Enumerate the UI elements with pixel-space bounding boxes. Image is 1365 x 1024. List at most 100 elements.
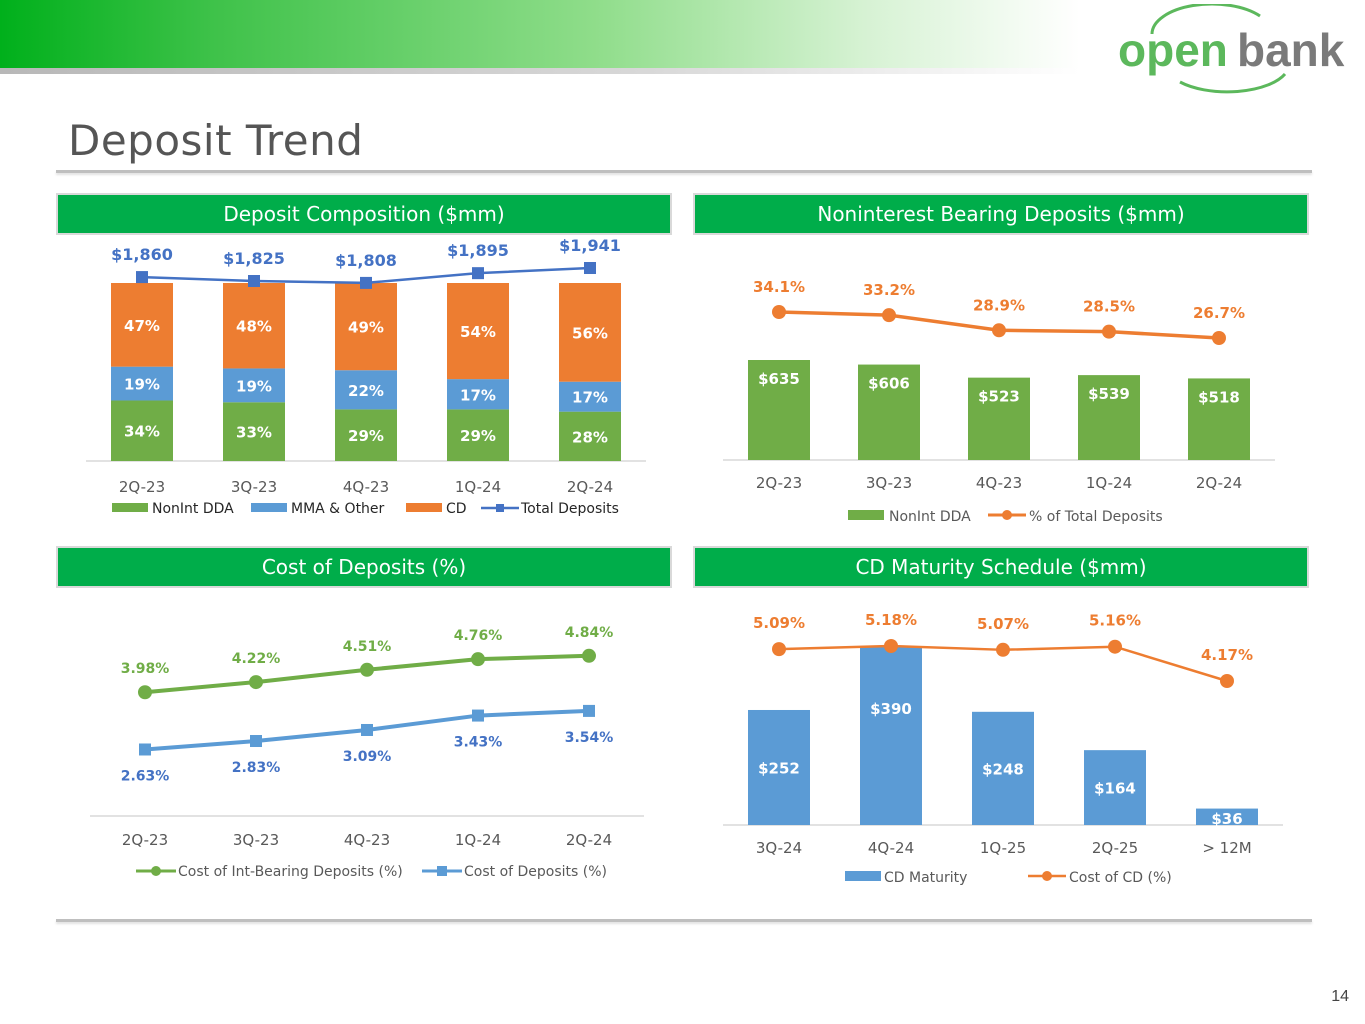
data-label: $252 xyxy=(758,759,800,777)
data-label: $390 xyxy=(870,700,912,718)
x-tick-label: 2Q-24 xyxy=(567,478,613,496)
bar-nonint-dda-4Q-23 xyxy=(968,377,1030,460)
legend-label: CD xyxy=(446,501,467,517)
bar-mma-other-3Q-23 xyxy=(223,368,285,403)
bar-nonint-dda-1Q-24 xyxy=(447,409,509,461)
legend-label: Cost of Deposits (%) xyxy=(464,864,607,880)
legend-label: CD Maturity xyxy=(884,870,967,886)
x-tick-label: 4Q-23 xyxy=(976,474,1022,492)
bar-nonint-dda-1Q-24 xyxy=(1078,375,1140,460)
cost-of-cd-label: 5.09% xyxy=(753,614,805,632)
data-label: 54% xyxy=(460,323,496,341)
cost-deposits-label: 3.54% xyxy=(565,730,614,746)
data-label: $248 xyxy=(982,760,1024,778)
cost-deposits-label: 3.43% xyxy=(454,735,503,751)
pct-total-deposits-label: 28.9% xyxy=(973,296,1025,314)
legend-swatch xyxy=(848,510,884,520)
bar-cd-3Q-23 xyxy=(223,283,285,369)
bar-mma-other-2Q-24 xyxy=(559,381,621,412)
pct-total-deposits-marker xyxy=(992,323,1006,338)
cost-int-bearing-label: 4.84% xyxy=(565,625,614,641)
x-tick-label: 2Q-25 xyxy=(1092,839,1138,857)
page-title: Deposit Trend xyxy=(68,116,364,165)
logo-open-text: open xyxy=(1118,24,1228,76)
x-tick-label: 1Q-24 xyxy=(455,831,501,849)
cost-of-cd-marker xyxy=(884,639,898,653)
legend-swatch xyxy=(406,503,442,512)
legend-swatch-marker xyxy=(151,866,161,876)
data-label: $606 xyxy=(868,375,910,393)
x-tick-label: 4Q-23 xyxy=(344,831,390,849)
data-label: 29% xyxy=(348,427,384,445)
bar-nonint-dda-3Q-23 xyxy=(223,402,285,461)
pct-total-deposits-marker xyxy=(882,308,896,323)
cost-deposits-marker xyxy=(583,704,595,717)
data-label: $539 xyxy=(1088,385,1130,403)
legend-swatch-marker xyxy=(437,866,447,876)
panel-title-nonint-deposits: Noninterest Bearing Deposits ($mm) xyxy=(693,193,1309,235)
x-tick-label: 2Q-23 xyxy=(756,474,802,492)
cost-of-cd-label: 5.16% xyxy=(1089,612,1141,630)
total-deposits-label: $1,825 xyxy=(223,249,285,268)
bar-nonint-dda-3Q-23 xyxy=(858,364,920,460)
cost-int-bearing-label: 4.22% xyxy=(232,651,281,667)
data-label: 28% xyxy=(572,428,608,446)
cost-of-cd-label: 4.17% xyxy=(1201,646,1253,664)
bar-cd-4Q-23 xyxy=(335,283,397,371)
total-deposits-label: $1,860 xyxy=(111,245,173,264)
data-label: 49% xyxy=(348,319,384,337)
cost-of-cd-marker xyxy=(996,642,1010,657)
cost-of-cd-marker xyxy=(1108,639,1122,654)
panel-title-cost-of-deposits: Cost of Deposits (%) xyxy=(56,546,672,588)
x-tick-label: 3Q-23 xyxy=(231,478,277,496)
total-deposits-label: $1,895 xyxy=(447,241,509,260)
bottom-rule xyxy=(56,919,1312,922)
cost-deposits-label: 3.09% xyxy=(343,749,392,765)
pct-total-deposits-marker xyxy=(1212,331,1226,345)
nonint-deposits-chart: $635 2Q-23 $606 3Q-23 $523 4Q-23 $539 1Q-24 $518… xyxy=(723,278,1275,525)
x-tick-label: 4Q-24 xyxy=(868,839,914,857)
cost-deposits-marker xyxy=(472,709,484,722)
cost-int-bearing-label: 4.76% xyxy=(454,628,503,644)
total-deposits-marker xyxy=(360,276,372,289)
data-label: $523 xyxy=(978,388,1020,406)
x-tick-label: > 12M xyxy=(1202,839,1251,857)
legend-label: MMA & Other xyxy=(291,501,385,517)
data-label: $635 xyxy=(758,370,800,388)
cost-deposits-marker xyxy=(361,723,373,736)
cost-int-bearing-marker xyxy=(249,675,263,690)
cost-int-bearing-label: 3.98% xyxy=(121,661,170,677)
cost-int-bearing-marker xyxy=(138,685,152,700)
bar-nonint-dda-2Q-24 xyxy=(1188,378,1250,460)
data-label: 33% xyxy=(236,424,272,442)
bar-cd-2Q-23 xyxy=(111,283,173,367)
legend-swatch xyxy=(251,503,287,512)
data-label: 19% xyxy=(124,376,160,394)
cost-deposits-marker xyxy=(250,735,262,748)
header-shadow xyxy=(0,68,1080,74)
legend-swatch xyxy=(845,871,881,881)
legend-swatch-marker xyxy=(1002,510,1012,520)
data-label: 17% xyxy=(572,389,608,407)
total-deposits-marker xyxy=(136,271,148,284)
bar-mma-other-1Q-24 xyxy=(447,379,509,410)
x-tick-label: 1Q-24 xyxy=(455,478,501,496)
total-deposits-marker xyxy=(248,275,260,287)
x-tick-label: 3Q-23 xyxy=(233,831,279,849)
cost-deposits-marker xyxy=(139,743,151,756)
x-tick-label: 1Q-24 xyxy=(1086,474,1132,492)
pct-total-deposits-label: 33.2% xyxy=(863,281,915,299)
pct-total-deposits-label: 26.7% xyxy=(1193,304,1245,322)
data-label: 48% xyxy=(236,318,272,336)
x-tick-label: 2Q-23 xyxy=(122,831,168,849)
data-label: $518 xyxy=(1198,388,1240,406)
bar-cd-maturity-4Q24 xyxy=(860,647,922,825)
cost-int-bearing-marker xyxy=(360,662,374,677)
pct-total-deposits-label: 28.5% xyxy=(1083,298,1135,316)
panel-title-cd-maturity: CD Maturity Schedule ($mm) xyxy=(693,546,1309,588)
bar-mma-other-4Q-23 xyxy=(335,370,397,410)
bar-cd-1Q-24 xyxy=(447,283,509,380)
logo-bank-text: bank xyxy=(1237,24,1345,76)
data-label: 19% xyxy=(236,377,272,395)
legend-label: % of Total Deposits xyxy=(1029,509,1163,525)
